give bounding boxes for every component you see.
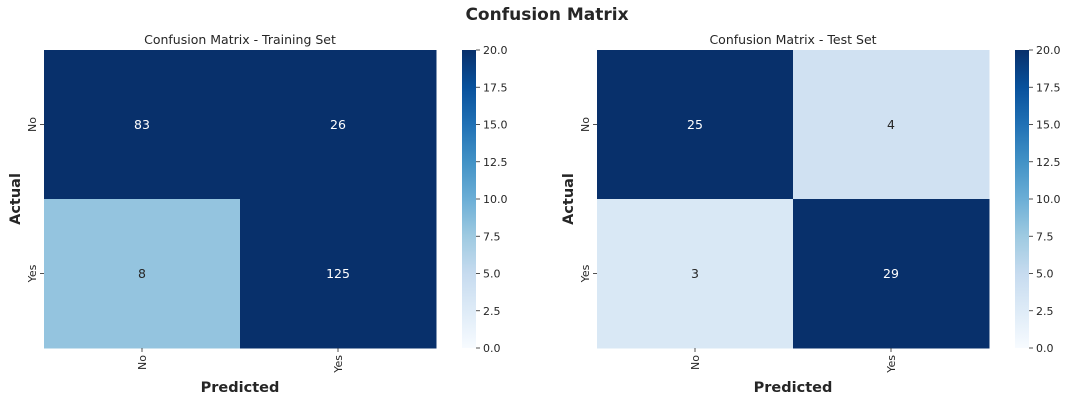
- y-axis-label: Actual: [8, 173, 24, 225]
- colorbar-tick-label: 12.5: [1036, 156, 1061, 169]
- cell-annotation: 125: [326, 266, 350, 281]
- heatmap-cell: [597, 199, 794, 349]
- y-tick-label: No: [26, 117, 39, 132]
- cell-annotation: 8: [138, 266, 146, 281]
- y-axis-label: Actual: [561, 173, 577, 225]
- panel-title: Confusion Matrix - Training Set: [144, 32, 336, 47]
- heatmap-cell: [240, 50, 437, 200]
- x-tick-label: Yes: [885, 355, 898, 374]
- colorbar-tick-label: 17.5: [1036, 81, 1061, 94]
- cell-annotation: 3: [691, 266, 699, 281]
- colorbar-tick-label: 15.0: [483, 119, 508, 132]
- cell-annotation: 29: [883, 266, 899, 281]
- colorbar-tick-label: 2.5: [1036, 305, 1054, 318]
- colorbar-tick-label: 15.0: [1036, 119, 1061, 132]
- colorbar-tick-label: 7.5: [1036, 230, 1054, 243]
- colorbar-tick-label: 17.5: [483, 81, 508, 94]
- colorbar-tick-label: 0.0: [1036, 342, 1054, 355]
- heatmap-cell: [793, 50, 990, 200]
- colorbar-tick-label: 10.0: [483, 193, 508, 206]
- x-tick-label: Yes: [332, 355, 345, 374]
- cell-annotation: 26: [330, 117, 346, 132]
- colorbar: [1015, 50, 1029, 348]
- heatmap-cell: [44, 50, 241, 200]
- cell-annotation: 25: [687, 117, 703, 132]
- y-tick-label: Yes: [26, 264, 39, 283]
- figure-suptitle: Confusion Matrix: [465, 5, 628, 25]
- colorbar-tick-label: 7.5: [483, 230, 501, 243]
- cell-annotation: 4: [887, 117, 895, 132]
- heatmap-cell: [44, 199, 241, 349]
- y-tick-label: No: [579, 117, 592, 132]
- cell-annotation: 83: [134, 117, 150, 132]
- heatmap-cell: [240, 199, 437, 349]
- colorbar-tick-label: 10.0: [1036, 193, 1061, 206]
- x-tick-label: No: [136, 355, 149, 370]
- x-axis-label: Predicted: [201, 380, 280, 396]
- panel-title: Confusion Matrix - Test Set: [709, 32, 876, 47]
- colorbar: [462, 50, 476, 348]
- x-tick-label: No: [689, 355, 702, 370]
- y-tick-label: Yes: [579, 264, 592, 283]
- colorbar-tick-label: 20.0: [1036, 44, 1061, 57]
- colorbar-tick-label: 12.5: [483, 156, 508, 169]
- colorbar-tick-label: 2.5: [483, 305, 501, 318]
- colorbar-tick-label: 5.0: [483, 268, 501, 281]
- heatmap-panel-2: Confusion Matrix - Test Set 25 4 3 29 No Yes No…: [561, 32, 1061, 396]
- x-axis-label: Predicted: [754, 380, 833, 396]
- heatmap-cell: [597, 50, 794, 200]
- heatmap-cell: [793, 199, 990, 349]
- colorbar-tick-label: 5.0: [1036, 268, 1054, 281]
- colorbar-tick-label: 0.0: [483, 342, 501, 355]
- heatmap-panel-1: Confusion Matrix - Training Set 83 26 8 125 N…: [8, 32, 508, 396]
- colorbar-tick-label: 20.0: [483, 44, 508, 57]
